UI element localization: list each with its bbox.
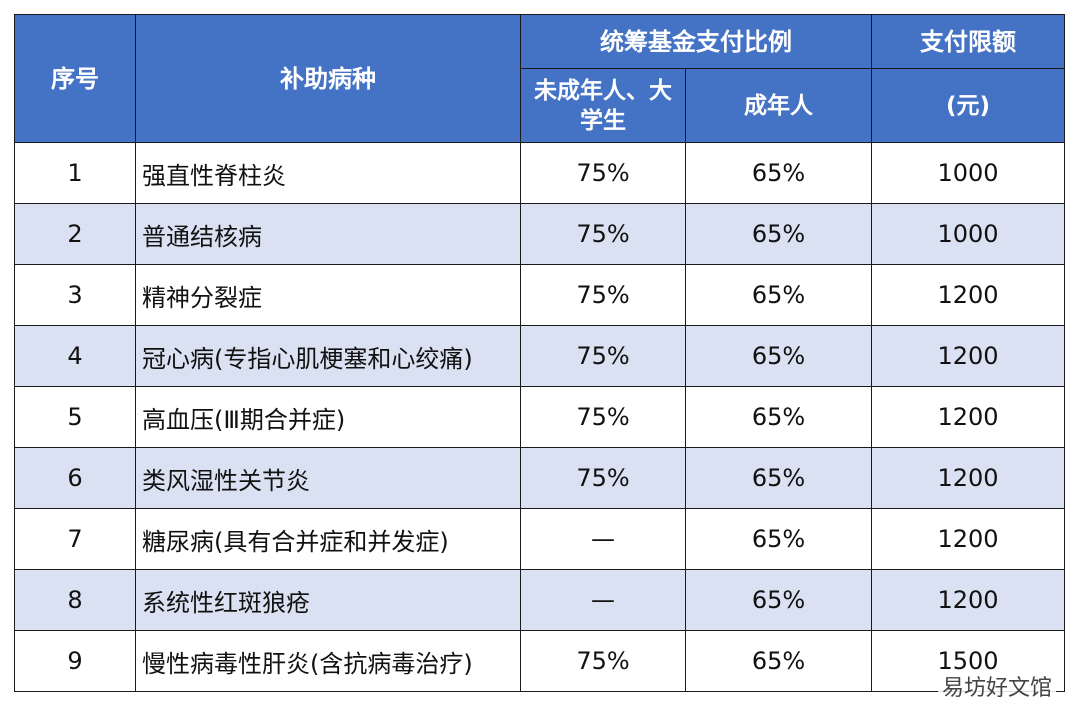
cell-index: 4	[14, 325, 136, 387]
table-row: 4 冠心病(专指心肌梗塞和心绞痛) 75% 65% 1200	[14, 325, 1065, 387]
cell-index: 8	[14, 569, 136, 631]
cell-ratio-minor: 75%	[520, 264, 686, 326]
cell-index: 2	[14, 203, 136, 265]
cell-ratio-minor: 75%	[520, 447, 686, 509]
cell-index: 7	[14, 508, 136, 570]
cell-limit: 1000	[871, 203, 1065, 265]
cell-disease: 冠心病(专指心肌梗塞和心绞痛)	[135, 325, 521, 387]
cell-ratio-minor: 75%	[520, 203, 686, 265]
cell-ratio-adult: 65%	[685, 142, 872, 204]
cell-limit: 1200	[871, 325, 1065, 387]
cell-index: 6	[14, 447, 136, 509]
cell-ratio-adult: 65%	[685, 325, 872, 387]
cell-limit: 1200	[871, 386, 1065, 448]
cell-ratio-adult: 65%	[685, 569, 872, 631]
cell-index: 5	[14, 386, 136, 448]
cell-ratio-minor: 75%	[520, 630, 686, 692]
header-ratio-adult: 成年人	[685, 68, 872, 143]
cell-disease: 慢性病毒性肝炎(含抗病毒治疗)	[135, 630, 521, 692]
cell-ratio-minor: 75%	[520, 386, 686, 448]
header-ratio-minor: 未成年人、大学生	[520, 68, 686, 143]
cell-limit: 1200	[871, 447, 1065, 509]
cell-index: 9	[14, 630, 136, 692]
cell-disease: 强直性脊柱炎	[135, 142, 521, 204]
cell-ratio-minor: 75%	[520, 142, 686, 204]
cell-limit: 1200	[871, 569, 1065, 631]
table-row: 2 普通结核病 75% 65% 1000	[14, 203, 1065, 265]
header-limit-group: 支付限额	[871, 14, 1065, 69]
table-row: 7 糖尿病(具有合并症和并发症) — 65% 1200	[14, 508, 1065, 570]
cell-disease: 普通结核病	[135, 203, 521, 265]
cell-index: 1	[14, 142, 136, 204]
cell-ratio-adult: 65%	[685, 203, 872, 265]
table-row: 6 类风湿性关节炎 75% 65% 1200	[14, 447, 1065, 509]
table-row: 8 系统性红斑狼疮 — 65% 1200	[14, 569, 1065, 631]
cell-ratio-adult: 65%	[685, 264, 872, 326]
cell-index: 3	[14, 264, 136, 326]
cell-disease: 系统性红斑狼疮	[135, 569, 521, 631]
table-row: 3 精神分裂症 75% 65% 1200	[14, 264, 1065, 326]
table-row: 1 强直性脊柱炎 75% 65% 1000	[14, 142, 1065, 204]
watermark-text: 易坊好文馆	[937, 670, 1056, 702]
cell-ratio-adult: 65%	[685, 508, 872, 570]
cell-ratio-minor: —	[520, 569, 686, 631]
cell-limit: 1200	[871, 508, 1065, 570]
cell-ratio-adult: 65%	[685, 630, 872, 692]
cell-ratio-minor: 75%	[520, 325, 686, 387]
cell-ratio-minor: —	[520, 508, 686, 570]
cell-disease: 高血压(Ⅲ期合并症)	[135, 386, 521, 448]
header-index: 序号	[14, 14, 136, 143]
header-ratio-group: 统筹基金支付比例	[520, 14, 872, 69]
cell-ratio-adult: 65%	[685, 447, 872, 509]
cell-disease: 类风湿性关节炎	[135, 447, 521, 509]
table-row: 9 慢性病毒性肝炎(含抗病毒治疗) 75% 65% 1500	[14, 630, 1065, 692]
table-container: 序号 补助病种 统筹基金支付比例 支付限额 未成年人、大学生 成年人 (元) 1…	[14, 14, 1065, 692]
cell-ratio-adult: 65%	[685, 386, 872, 448]
table-row: 5 高血压(Ⅲ期合并症) 75% 65% 1200	[14, 386, 1065, 448]
cell-limit: 1200	[871, 264, 1065, 326]
cell-disease: 精神分裂症	[135, 264, 521, 326]
cell-limit: 1000	[871, 142, 1065, 204]
cell-disease: 糖尿病(具有合并症和并发症)	[135, 508, 521, 570]
header-disease: 补助病种	[135, 14, 521, 143]
subsidy-table: 序号 补助病种 统筹基金支付比例 支付限额 未成年人、大学生 成年人 (元) 1…	[14, 14, 1065, 692]
header-limit-unit: (元)	[871, 68, 1065, 143]
